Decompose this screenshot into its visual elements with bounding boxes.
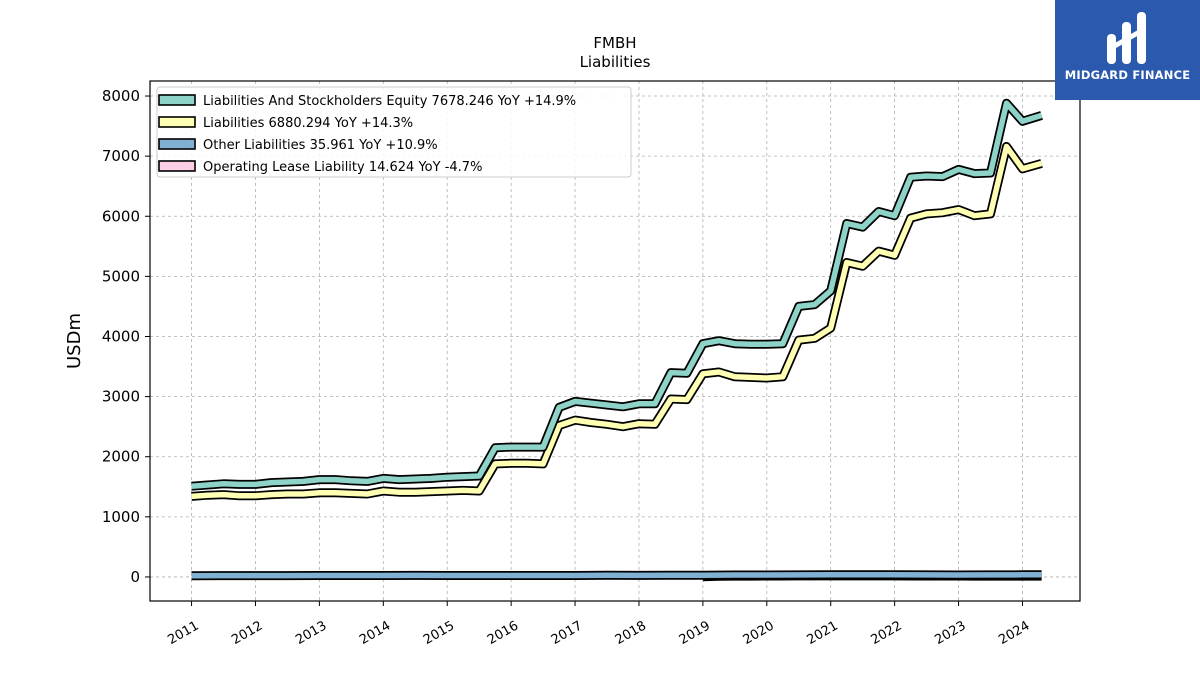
x-tick-label: 2023 xyxy=(932,618,968,648)
x-tick-label: 2021 xyxy=(805,618,841,648)
series-line-liabilities xyxy=(191,143,1043,500)
y-axis-label: USDm xyxy=(64,313,85,369)
x-tick-label: 2020 xyxy=(741,618,777,648)
x-tick-label: 2012 xyxy=(229,618,265,648)
plot-frame xyxy=(149,80,1081,602)
series-line-other-liabilities xyxy=(191,571,1042,579)
x-tick-label: 2017 xyxy=(549,618,585,648)
brand-logo: MIDGARD FINANCE xyxy=(1055,0,1200,100)
legend-label: Liabilities 6880.294 YoY +14.3% xyxy=(203,116,413,131)
x-tick-label: 2024 xyxy=(996,618,1032,648)
legend: Liabilities And Stockholders Equity 7678… xyxy=(156,86,632,178)
chart-title: FMBH xyxy=(593,34,636,52)
legend-swatch xyxy=(158,116,196,128)
x-tick-label: 2018 xyxy=(613,618,649,648)
x-axis: 2011 2012 2013 2014 2015 2016 2017 2018 2019 2020… xyxy=(165,601,1032,648)
x-tick-label: 2011 xyxy=(165,618,201,648)
brand-name: MIDGARD FINANCE xyxy=(1064,68,1191,82)
y-tick-label: 5000 xyxy=(102,267,140,285)
legend-label: Operating Lease Liability 14.624 YoY -4.… xyxy=(203,160,482,175)
legend-swatch xyxy=(158,138,196,150)
y-tick-label: 1000 xyxy=(102,508,140,526)
x-tick-label: 2019 xyxy=(677,618,713,648)
y-tick-label: 6000 xyxy=(102,207,140,225)
x-tick-label: 2016 xyxy=(485,618,521,648)
legend-swatch xyxy=(158,160,196,172)
series-line-liabilities-and-stockholders-equity xyxy=(191,100,1043,489)
y-tick-label: 2000 xyxy=(102,448,140,466)
legend-box xyxy=(156,86,632,178)
series-layer xyxy=(191,98,1043,582)
y-axis: 0 1000 2000 3000 4000 5000 6000 7000 8000 xyxy=(102,87,150,586)
x-tick-label: 2014 xyxy=(357,618,393,648)
x-tick-label: 2013 xyxy=(293,618,329,648)
legend-label: Liabilities And Stockholders Equity 7678… xyxy=(203,94,576,109)
y-tick-label: 7000 xyxy=(102,147,140,165)
legend-swatch xyxy=(158,94,196,106)
chart-subtitle: Liabilities xyxy=(580,53,651,71)
y-tick-label: 8000 xyxy=(102,87,140,105)
x-tick-label: 2022 xyxy=(868,618,904,648)
y-tick-label: 3000 xyxy=(102,388,140,406)
legend-label: Other Liabilities 35.961 YoY +10.9% xyxy=(203,138,438,153)
y-tick-label: 0 xyxy=(130,568,140,586)
y-tick-label: 4000 xyxy=(102,327,140,345)
x-tick-label: 2015 xyxy=(421,618,457,648)
brand-mark-icon xyxy=(1107,12,1146,64)
